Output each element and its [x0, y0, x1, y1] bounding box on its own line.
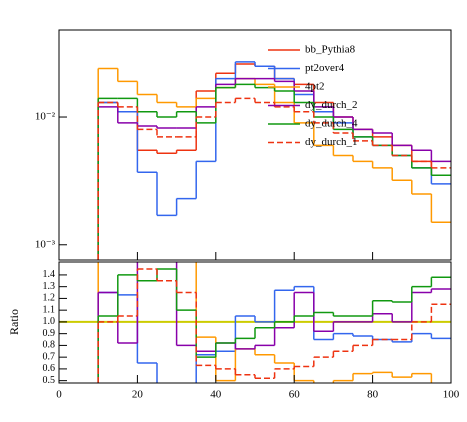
ratio-frame	[58, 261, 452, 384]
x-tick-label: 20	[132, 389, 144, 401]
ratio-plot	[59, 262, 451, 383]
x-tick-label: 100	[443, 389, 460, 401]
y-tick-label: 1.1	[43, 304, 56, 315]
y-tick-label: 10⁻²	[35, 111, 56, 123]
y-tick-label: 10⁻³	[35, 238, 56, 250]
legend-label: 4pt2	[305, 81, 325, 93]
x-tick-label: 40	[210, 389, 222, 401]
x-tick-label: 80	[367, 389, 379, 401]
y-tick-label: 1.4	[43, 269, 56, 280]
axes: 10⁻³ 10⁻² bb_Pythia8 pt2over4 4pt2 dy_durch_2…	[35, 44, 460, 401]
y-tick-label: 0.5	[43, 375, 56, 386]
legend-label: bb_Pythia8	[305, 44, 356, 56]
y-tick-label: 0.6	[43, 363, 56, 374]
main-frame	[58, 29, 452, 261]
main-plot	[97, 61, 451, 260]
legend-label: dy_durch_1	[305, 136, 358, 148]
x-tick-label: 60	[289, 389, 301, 401]
x-tick-label: 0	[56, 389, 62, 401]
y-tick-label: 0.8	[43, 340, 56, 351]
y-tick-label: 1.2	[43, 293, 56, 304]
legend-label: dy_durch_4	[305, 118, 358, 130]
y-tick-label: 1.0	[43, 316, 56, 327]
y-tick-label: 1.3	[43, 281, 56, 292]
y-tick-label: 0.7	[43, 351, 56, 362]
y-tick-label: 0.9	[43, 328, 56, 339]
legend-label: dy_durch_2	[305, 99, 358, 111]
y-axis-label: Ratio	[7, 309, 21, 335]
legend-label: pt2over4	[305, 62, 345, 74]
